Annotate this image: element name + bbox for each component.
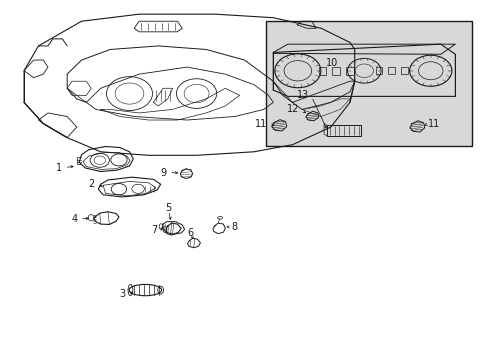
Text: 11: 11: [427, 118, 439, 129]
Text: 2: 2: [88, 179, 95, 189]
Text: 1: 1: [56, 163, 62, 173]
Bar: [387, 67, 394, 74]
Bar: [318, 67, 325, 75]
Text: 6: 6: [187, 228, 194, 238]
Text: 3: 3: [119, 289, 125, 298]
Bar: [326, 125, 361, 136]
Text: 11: 11: [255, 118, 267, 129]
Bar: [400, 67, 407, 74]
Text: 8: 8: [231, 221, 237, 231]
Bar: [331, 67, 339, 75]
Text: 9: 9: [161, 168, 166, 177]
Text: 5: 5: [164, 203, 171, 213]
Text: 13: 13: [297, 90, 309, 100]
Text: 7: 7: [151, 225, 157, 235]
Bar: [345, 67, 353, 75]
Text: 4: 4: [71, 214, 78, 224]
Bar: [375, 67, 382, 74]
FancyBboxPatch shape: [265, 21, 471, 147]
Text: 10: 10: [325, 58, 337, 68]
Text: 12: 12: [286, 104, 299, 114]
